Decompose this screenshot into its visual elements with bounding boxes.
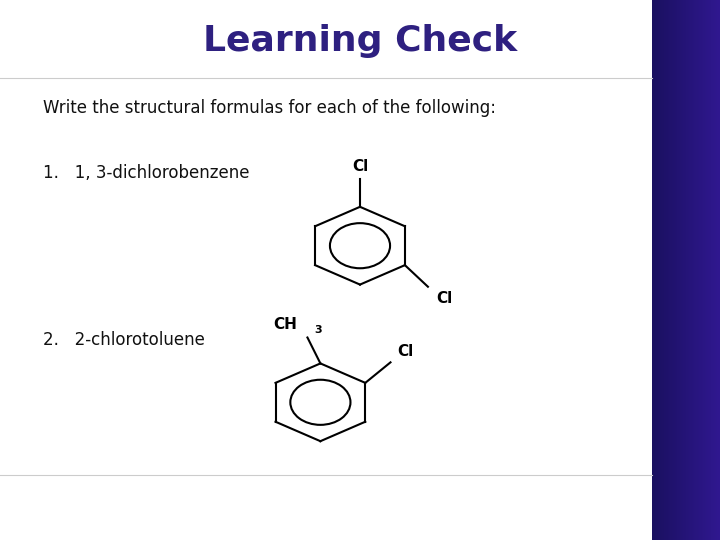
Bar (694, 0, 696, 540)
Bar (706, 0, 707, 540)
Text: Cl: Cl (436, 291, 453, 306)
Bar (655, 0, 656, 540)
Text: 1.   1, 3-dichlorobenzene: 1. 1, 3-dichlorobenzene (43, 164, 250, 182)
Bar (660, 0, 661, 540)
Bar (696, 0, 697, 540)
Bar (712, 0, 714, 540)
Bar (682, 0, 683, 540)
Bar (690, 0, 691, 540)
Bar (697, 0, 698, 540)
Bar (657, 0, 659, 540)
Bar (661, 0, 662, 540)
Bar (685, 0, 686, 540)
Bar (668, 0, 669, 540)
Bar (669, 0, 670, 540)
Bar (688, 0, 689, 540)
Text: Learning Check: Learning Check (203, 24, 517, 57)
Bar (710, 0, 711, 540)
Bar (664, 0, 665, 540)
Bar (673, 0, 674, 540)
Text: Write the structural formulas for each of the following:: Write the structural formulas for each o… (43, 99, 496, 117)
Bar (707, 0, 708, 540)
Bar (675, 0, 676, 540)
Bar (715, 0, 716, 540)
Bar (692, 0, 693, 540)
Bar (701, 0, 702, 540)
Bar (679, 0, 680, 540)
Text: 3: 3 (315, 325, 323, 335)
Bar (665, 0, 666, 540)
Bar (656, 0, 657, 540)
Text: 2.   2-chlorotoluene: 2. 2-chlorotoluene (43, 331, 205, 349)
Bar (708, 0, 709, 540)
Bar (711, 0, 712, 540)
Bar (658, 0, 660, 540)
Bar (702, 0, 703, 540)
Bar (684, 0, 685, 540)
Bar (703, 0, 705, 540)
Bar (683, 0, 684, 540)
Bar (662, 0, 664, 540)
Bar (691, 0, 692, 540)
Bar (705, 0, 706, 540)
Text: CH: CH (273, 317, 297, 332)
Bar (674, 0, 675, 540)
Bar (700, 0, 701, 540)
Bar (680, 0, 682, 540)
Bar (698, 0, 700, 540)
Bar (689, 0, 690, 540)
Bar (666, 0, 667, 540)
Bar (678, 0, 679, 540)
Bar (671, 0, 672, 540)
Bar (667, 0, 668, 540)
Bar (670, 0, 671, 540)
Bar (654, 0, 655, 540)
Bar (672, 0, 673, 540)
Bar (653, 0, 654, 540)
Bar (652, 0, 653, 540)
Text: Cl: Cl (397, 344, 414, 359)
Bar (685, 0, 687, 540)
Bar (709, 0, 710, 540)
Text: Cl: Cl (352, 159, 368, 174)
Bar (676, 0, 678, 540)
Bar (714, 0, 715, 540)
Bar (716, 0, 717, 540)
Bar (717, 0, 719, 540)
Bar (719, 0, 720, 540)
Bar (687, 0, 688, 540)
Bar (693, 0, 694, 540)
